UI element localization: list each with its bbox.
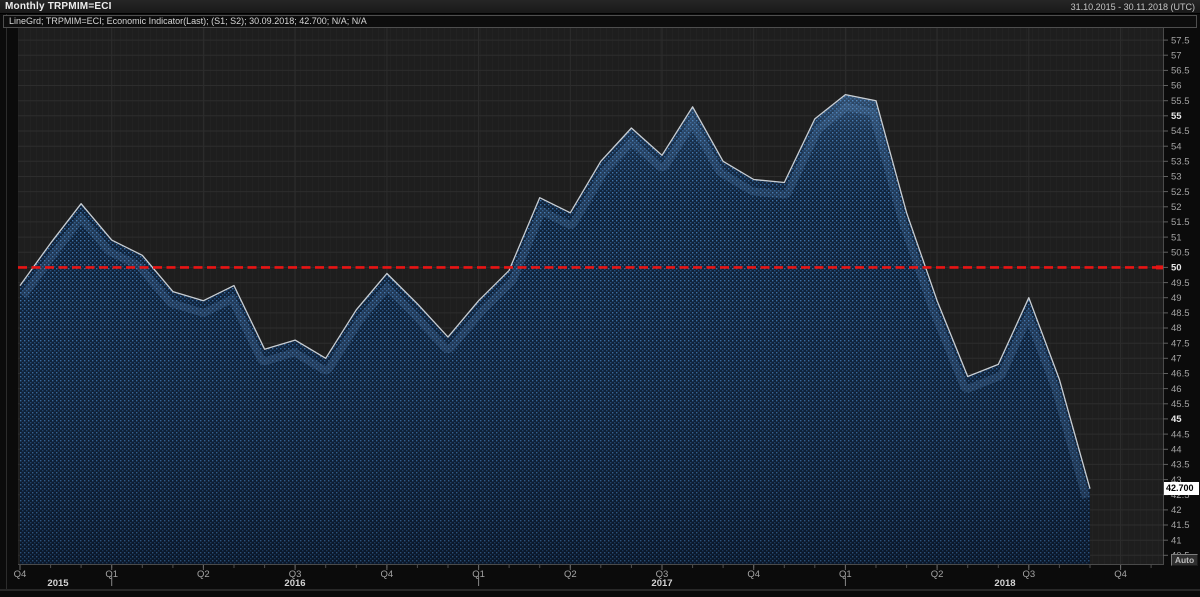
x-quarter-label: Q3 — [656, 569, 669, 580]
x-quarter-label: Q1 — [839, 569, 852, 580]
y-tick-label: 41 — [1171, 535, 1182, 546]
y-tick-label: 54 — [1171, 141, 1182, 152]
y-tick-label: 44 — [1171, 445, 1182, 456]
x-quarter-label: Q1 — [105, 569, 118, 580]
y-tick-label: 50.5 — [1171, 247, 1190, 258]
y-tick-label: 53.5 — [1171, 157, 1190, 168]
y-tick-label: 41.5 — [1171, 520, 1190, 531]
y-tick-label: 54.5 — [1171, 126, 1190, 137]
y-tick-label: 55.5 — [1171, 96, 1190, 107]
x-quarter-label: Q3 — [289, 569, 302, 580]
y-tick-label: 52.5 — [1171, 187, 1190, 198]
x-quarter-label: Q3 — [1022, 569, 1035, 580]
x-quarter-label: Q4 — [14, 569, 27, 580]
y-tick-label: 51 — [1171, 232, 1182, 243]
y-tick-label: 42 — [1171, 505, 1182, 516]
x-quarter-label: Q2 — [197, 569, 210, 580]
y-tick-label: 56.5 — [1171, 66, 1190, 77]
y-tick-label: 43.5 — [1171, 460, 1190, 471]
x-quarter-label: Q2 — [564, 569, 577, 580]
series-line-glow — [20, 102, 1090, 499]
series-line[interactable] — [19, 93, 1091, 489]
x-quarter-label: Q1 — [472, 569, 485, 580]
y-tick-label: 45.5 — [1171, 399, 1190, 410]
x-year-label: 2018 — [994, 578, 1015, 589]
y-tick-label: 57 — [1171, 50, 1182, 61]
auto-scale-button[interactable]: Auto — [1171, 554, 1198, 566]
y-tick-label: 47 — [1171, 354, 1182, 365]
series-area-gradient — [20, 94, 1090, 564]
legend-bar[interactable]: LineGrd; TRPMIM=ECI; Economic Indicator(… — [3, 15, 1197, 28]
title-bar: Monthly TRPMIM=ECI 31.10.2015 - 30.11.20… — [0, 0, 1200, 14]
y-tick-label: 49 — [1171, 293, 1182, 304]
chart-title: Monthly TRPMIM=ECI — [5, 1, 112, 12]
x-quarter-label: Q4 — [1114, 569, 1127, 580]
y-tick-label: 57.5 — [1171, 35, 1190, 46]
y-tick-label: 44.5 — [1171, 429, 1190, 440]
date-range-label: 31.10.2015 - 30.11.2018 (UTC) — [1070, 1, 1195, 12]
y-tick-label: 50 — [1171, 263, 1182, 274]
y-tick-label: 51.5 — [1171, 217, 1190, 228]
y-tick-label: 46 — [1171, 384, 1182, 395]
x-year-label: 2016 — [284, 578, 305, 589]
y-tick-label: 56 — [1171, 81, 1182, 92]
y-tick-label: 43 — [1171, 475, 1182, 486]
legend-text: LineGrd; TRPMIM=ECI; Economic Indicator(… — [9, 16, 367, 26]
x-year-label: 2017 — [651, 578, 672, 589]
y-tick-label: 52 — [1171, 202, 1182, 213]
y-tick-label: 48 — [1171, 323, 1182, 334]
y-tick-label: 45 — [1171, 414, 1182, 425]
y-tick-label: 46.5 — [1171, 369, 1190, 380]
y-tick-label: 42.5 — [1171, 490, 1190, 501]
y-tick-label: 53 — [1171, 172, 1182, 183]
window-bottom-frame — [0, 589, 1200, 591]
y-tick-label: 48.5 — [1171, 308, 1190, 319]
y-tick-label: 47.5 — [1171, 338, 1190, 349]
y-tick-label: 55 — [1171, 111, 1182, 122]
x-quarter-label: Q4 — [381, 569, 394, 580]
x-year-label: 2015 — [47, 578, 69, 589]
last-value-tag: 42.700 — [1164, 482, 1199, 495]
x-quarter-label: Q4 — [747, 569, 760, 580]
x-quarter-label: Q2 — [931, 569, 944, 580]
y-tick-label: 49.5 — [1171, 278, 1190, 289]
reference-line-axis-marker — [1156, 265, 1164, 270]
